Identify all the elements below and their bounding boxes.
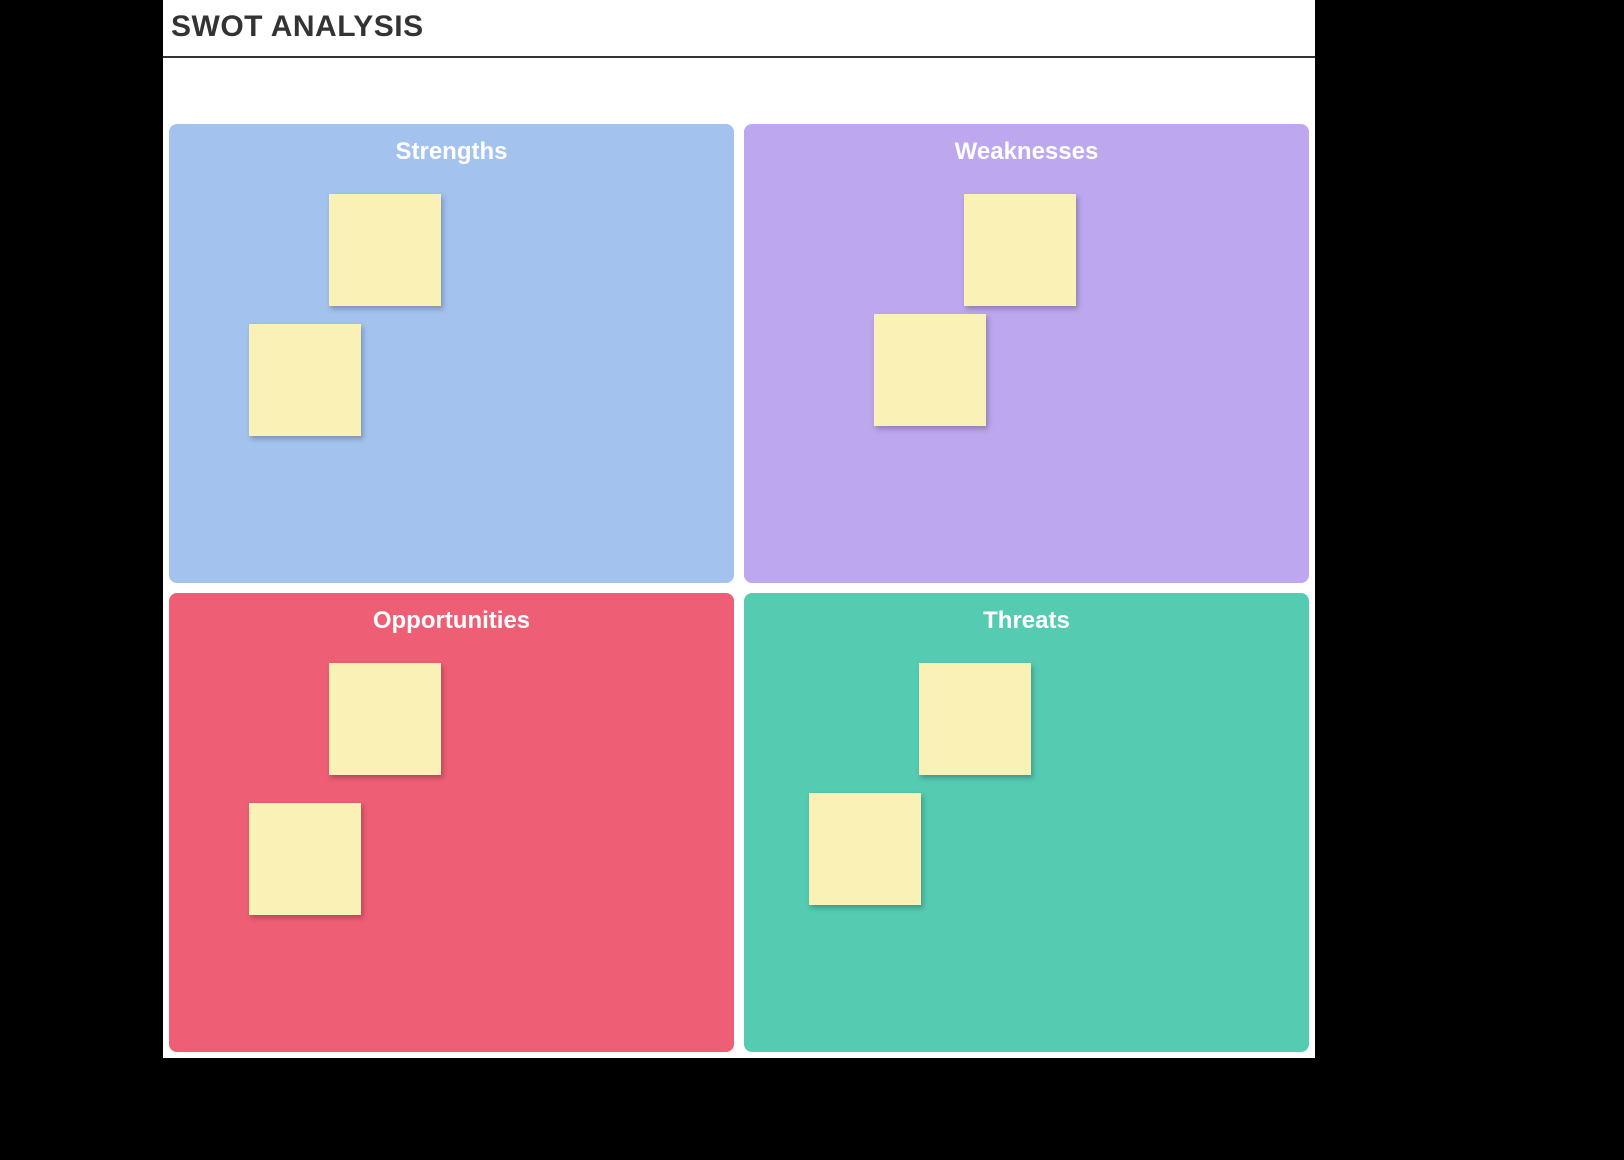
quadrant-weaknesses[interactable]: Weaknesses bbox=[744, 124, 1309, 583]
sticky-note[interactable] bbox=[249, 324, 361, 436]
sticky-note[interactable] bbox=[809, 793, 921, 905]
sticky-note[interactable] bbox=[874, 314, 986, 426]
title-underline bbox=[163, 56, 1315, 58]
sticky-note[interactable] bbox=[329, 194, 441, 306]
sticky-note[interactable] bbox=[919, 663, 1031, 775]
sticky-note[interactable] bbox=[249, 803, 361, 915]
title-area: SWOT ANALYSIS bbox=[163, 0, 1315, 52]
page-title: SWOT ANALYSIS bbox=[163, 0, 1315, 52]
quadrant-threats[interactable]: Threats bbox=[744, 593, 1309, 1052]
quadrant-title-opportunities: Opportunities bbox=[169, 593, 734, 635]
sticky-note[interactable] bbox=[964, 194, 1076, 306]
quadrant-strengths[interactable]: Strengths bbox=[169, 124, 734, 583]
quadrant-opportunities[interactable]: Opportunities bbox=[169, 593, 734, 1052]
swot-canvas: SWOT ANALYSIS StrengthsWeaknesses Opportu… bbox=[163, 0, 1315, 1058]
quadrant-title-weaknesses: Weaknesses bbox=[744, 124, 1309, 166]
quadrant-title-threats: Threats bbox=[744, 593, 1309, 635]
quadrant-title-strengths: Strengths bbox=[169, 124, 734, 166]
swot-grid: StrengthsWeaknesses OpportunitiesThreats bbox=[169, 124, 1309, 1052]
sticky-note[interactable] bbox=[329, 663, 441, 775]
